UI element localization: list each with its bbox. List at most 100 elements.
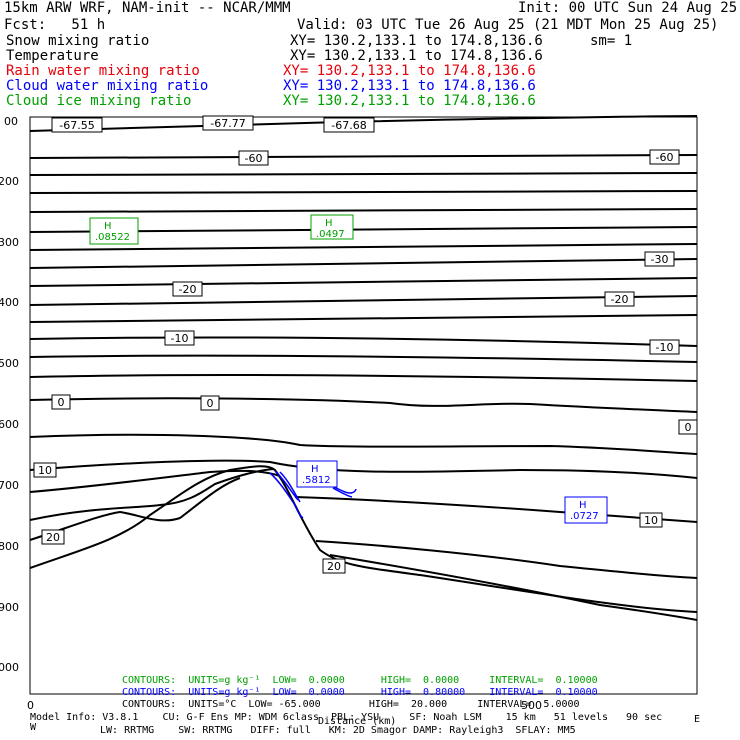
field-label-snow: Snow mixing ratio [6,33,150,49]
model-info-line2: LW: RRTMG SW: RRTMG DIFF: full KM: 2D Sm… [100,725,576,736]
temperature-label-box [33,462,57,478]
temperature-label: 0 [51,394,71,410]
high-marker-box [310,214,354,240]
field-xy-snow: XY= 130.2,133.1 to 174.8,136.6 [290,33,543,49]
model-info-line1: Model Info: V3.8.1 CU: G-F Ens MP: WDM 6… [30,712,663,723]
temperature-label-text: -20 [179,283,197,296]
forecast-hour: Fcst: 51 h [4,17,106,33]
high-marker-label: H [325,218,333,229]
temperature-label-box [41,529,65,545]
contour-info-cloud-ice: CONTOURS: UNITS=g kg⁻¹ LOW= 0.0000 HIGH=… [122,675,598,686]
temperature-label-box [649,339,680,355]
y-tick-label: 200 [0,175,19,188]
temperature-label-box [644,251,675,267]
high-marker: H.0727 [564,496,608,524]
high-marker-box [296,460,338,488]
x-axis-label: Distance (km) [318,716,397,727]
high-marker-box [89,217,139,245]
temperature-label: 0 [678,419,698,435]
chart-title: 15km ARW WRF, NAM-init -- NCAR/MMM [4,0,291,16]
high-marker-value: .0497 [316,229,345,240]
high-marker-label: H [311,464,319,475]
temperature-label: -10 [164,330,195,346]
temperature-label-box [238,150,269,166]
temperature-label-box [322,558,346,574]
temperature-label-text: -10 [656,341,674,354]
field-xy-cloud-water: XY= 130.2,133.1 to 174.8,136.6 [283,78,536,94]
field-xy-cloud-ice: XY= 130.2,133.1 to 174.8,136.6 [283,93,536,109]
temperature-label-text: -67.77 [210,117,245,130]
temperature-label: 0 [200,395,220,411]
temperature-label-box [51,117,103,133]
temperature-label-box [202,115,254,131]
temperature-label-text: 0 [685,421,692,434]
smoothing-value: sm= 1 [590,33,633,49]
y-tick-label: 400 [0,296,19,309]
high-marker-box [564,496,608,524]
temperature-label: -30 [644,251,675,267]
y-axis-ticks: 00 200 300 400 500 600 700 800 900 000 [0,115,19,674]
y-tick-label: 800 [0,540,19,553]
temperature-label: -10 [649,339,680,355]
temperature-label-box [604,291,635,307]
y-tick-label: 900 [0,601,19,614]
plot-frame [29,116,698,695]
temperature-label-text: -10 [171,332,189,345]
temperature-label-text: -60 [656,151,674,164]
field-label-temperature: Temperature [6,48,99,64]
y-tick-label: 300 [0,236,19,249]
temperature-label-box [200,395,220,411]
temperature-label-text: -20 [611,293,629,306]
high-marker-value: .08522 [95,232,130,243]
valid-time: Valid: 03 UTC Tue 26 Aug 25 (21 MDT Mon … [297,17,719,33]
temperature-label-box [164,330,195,346]
temperature-label: -67.68 [323,117,375,133]
temperature-label: -60 [649,149,680,165]
y-tick-label: 600 [0,418,19,431]
high-marker: H.0497 [310,214,354,240]
contour-info-cloud-water: CONTOURS: UNITS=g kg⁻¹ LOW= 0.0000 HIGH=… [122,687,598,698]
temperature-label-text: 0 [207,397,214,410]
temperature-label-text: 10 [644,514,658,527]
temperature-label-text: 0 [58,396,65,409]
temperature-label: -67.55 [51,117,103,133]
contour-info-temperature: CONTOURS: UNITS=°C LOW= -65.000 HIGH= 20… [122,699,580,710]
temperature-label: 10 [639,512,663,528]
field-xy-temperature: XY= 130.2,133.1 to 174.8,136.6 [290,48,543,64]
temperature-label: 20 [322,558,346,574]
temperature-label-box [649,149,680,165]
temperature-label-box [639,512,663,528]
temperature-label-text: 10 [38,464,52,477]
y-tick-label: 500 [0,357,19,370]
terrain-line [29,465,698,613]
temperature-label-text: -67.55 [59,119,94,132]
field-label-cloud-ice: Cloud ice mixing ratio [6,93,192,109]
temperature-labels: -67.55 -67.77 -67.68 -60 -60 -30 -20 -20 -10 -10 0… [33,115,698,574]
temperature-label-box [678,419,698,435]
init-time: Init: 00 UTC Sun 24 Aug 25 [518,0,738,16]
field-xy-rain: XY= 130.2,133.1 to 174.8,136.6 [283,63,536,79]
high-marker-value: .0727 [570,511,599,522]
y-tick-label: 700 [0,479,19,492]
temperature-label: -60 [238,150,269,166]
field-label-rain: Rain water mixing ratio [6,63,200,79]
high-marker: H.5812 [296,460,338,488]
temperature-label-box [172,281,203,297]
x-tick-0: 0 [27,699,34,712]
temperature-label-text: -67.68 [331,119,366,132]
corner-west: W [30,722,37,733]
x-tick-500: 500 [521,699,542,712]
high-marker-label: H [579,500,587,511]
temperature-label-text: 20 [46,531,60,544]
field-label-cloud-water: Cloud water mixing ratio [6,78,209,94]
temperature-label-box [323,117,375,133]
temperature-label: 20 [41,529,65,545]
y-tick-label: 000 [0,661,19,674]
temperature-label-text: -30 [651,253,669,266]
temperature-label-box [51,394,71,410]
temperature-label: -67.77 [202,115,254,131]
high-marker: H.08522 [89,217,139,245]
temperature-label: -20 [604,291,635,307]
